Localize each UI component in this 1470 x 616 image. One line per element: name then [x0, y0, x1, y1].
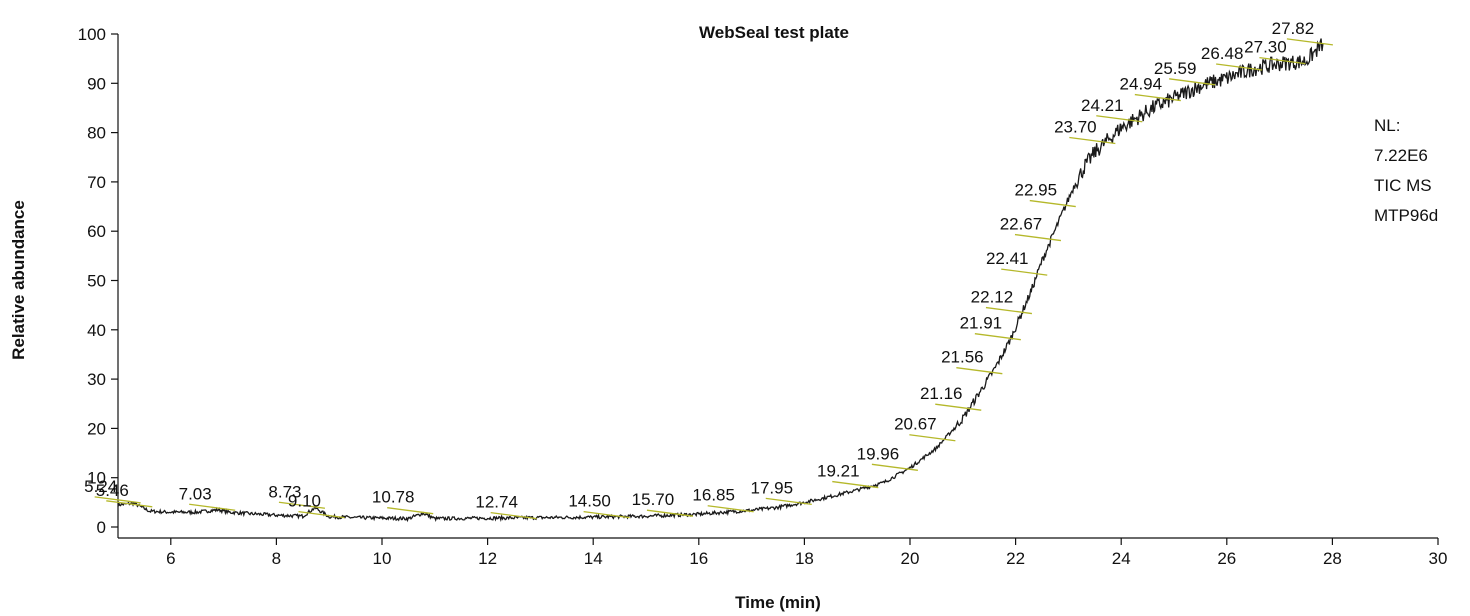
x-tick-label: 20 — [901, 549, 920, 568]
x-tick-label: 6 — [166, 549, 175, 568]
x-tick-label: 8 — [272, 549, 281, 568]
y-tick-label: 100 — [78, 25, 106, 44]
peak-leader — [646, 509, 694, 517]
peak-label: 21.91 — [960, 314, 1003, 333]
y-axis-title: Relative abundance — [9, 200, 28, 360]
info-line: TIC MS — [1374, 176, 1432, 195]
x-tick-label: 16 — [689, 549, 708, 568]
y-tick-label: 60 — [87, 222, 106, 241]
peak-leader — [583, 511, 630, 519]
peak-labels: 5.245.46 7.03 8.739.10 10.78 12.74 14.50 15.70… — [84, 19, 1333, 520]
x-tick-label: 26 — [1217, 549, 1236, 568]
peak-label: 25.59 — [1154, 59, 1197, 78]
peak-label: 27.82 — [1272, 19, 1315, 38]
peak-label: 17.95 — [750, 478, 793, 497]
peak-leader — [189, 503, 236, 511]
peak-leader — [490, 511, 537, 520]
peak-label: 26.48 — [1201, 44, 1244, 63]
info-line: NL: — [1374, 116, 1400, 135]
peak-label: 5.24 — [84, 477, 117, 496]
chart-title: WebSeal test plate — [699, 23, 849, 42]
peak-label: 22.67 — [1000, 215, 1043, 234]
y-tick-label: 80 — [87, 124, 106, 143]
peak-leader — [387, 507, 434, 515]
y-tick-label: 0 — [97, 518, 106, 537]
x-tick-label: 22 — [1006, 549, 1025, 568]
y-tick-label: 20 — [87, 419, 106, 438]
peak-leader — [871, 463, 918, 471]
axes: 0 10 20 30 40 50 60 70 80 90 100 6 8 10 12 14 16 18 20 22 24… — [78, 25, 1448, 568]
peak-label: 22.41 — [986, 249, 1029, 268]
y-tick-label: 90 — [87, 74, 106, 93]
peak-leader — [1134, 93, 1181, 102]
peak-leader — [1286, 38, 1333, 46]
peak-leader — [94, 496, 141, 504]
y-tick-label: 40 — [87, 321, 106, 340]
y-tick-label: 30 — [87, 370, 106, 389]
peak-leader — [974, 333, 1021, 341]
peak-leader — [765, 497, 812, 505]
peak-label: 27.30 — [1244, 38, 1287, 57]
info-line: MTP96d — [1374, 206, 1438, 225]
peak-label: 10.78 — [372, 488, 415, 507]
peak-label: 9.10 — [288, 492, 321, 511]
peak-leader — [298, 511, 345, 519]
peak-label: 15.70 — [632, 490, 675, 509]
peak-label: 22.12 — [971, 288, 1014, 307]
peak-leader — [956, 367, 1003, 375]
peak-leader — [1216, 63, 1263, 71]
x-tick-label: 28 — [1323, 549, 1342, 568]
peak-leader — [935, 403, 982, 411]
peak-label: 14.50 — [568, 492, 611, 511]
peak-label: 22.95 — [1014, 181, 1057, 200]
x-tick-label: 24 — [1112, 549, 1131, 568]
peak-label: 5.46 — [96, 481, 129, 500]
y-tick-label: 70 — [87, 173, 106, 192]
info-line: 7.22E6 — [1374, 146, 1428, 165]
trace-layer — [117, 38, 1324, 523]
peak-leader — [278, 501, 326, 509]
peak-label: 23.70 — [1054, 117, 1097, 136]
peak-label: 19.96 — [857, 444, 900, 463]
info-block: NL: 7.22E6 TIC MS MTP96d — [1374, 116, 1438, 225]
peak-leader — [1001, 268, 1048, 276]
peak-leader — [1029, 199, 1076, 208]
x-tick-label: 30 — [1429, 549, 1448, 568]
x-tick-label: 12 — [478, 549, 497, 568]
x-tick-label: 10 — [373, 549, 392, 568]
peak-leader — [707, 505, 754, 513]
peak-label: 20.67 — [894, 415, 937, 434]
peak-label: 24.21 — [1081, 96, 1124, 115]
peak-label: 21.16 — [920, 384, 963, 403]
y-tick-label: 10 — [87, 469, 106, 488]
peak-leader — [909, 434, 956, 442]
x-axis-title: Time (min) — [735, 593, 821, 612]
peak-leader — [106, 500, 153, 508]
x-tick-label: 18 — [795, 549, 814, 568]
peak-label: 24.94 — [1120, 75, 1163, 94]
peak-leader — [985, 306, 1033, 315]
peak-label: 19.21 — [817, 462, 860, 481]
peak-leader — [832, 480, 879, 489]
peak-leader — [1259, 56, 1306, 65]
peak-leader — [1014, 233, 1062, 242]
tic-trace-line — [117, 38, 1324, 523]
peak-label: 7.03 — [179, 484, 212, 503]
peak-leader — [1169, 78, 1216, 86]
peak-label: 16.85 — [692, 486, 735, 505]
peak-label: 12.74 — [475, 493, 518, 512]
peak-leader — [1096, 115, 1143, 123]
peak-leader — [1069, 136, 1116, 145]
peak-label: 21.56 — [941, 348, 984, 367]
peak-label: 8.73 — [268, 482, 301, 501]
x-tick-label: 14 — [584, 549, 603, 568]
y-tick-label: 50 — [87, 272, 106, 291]
